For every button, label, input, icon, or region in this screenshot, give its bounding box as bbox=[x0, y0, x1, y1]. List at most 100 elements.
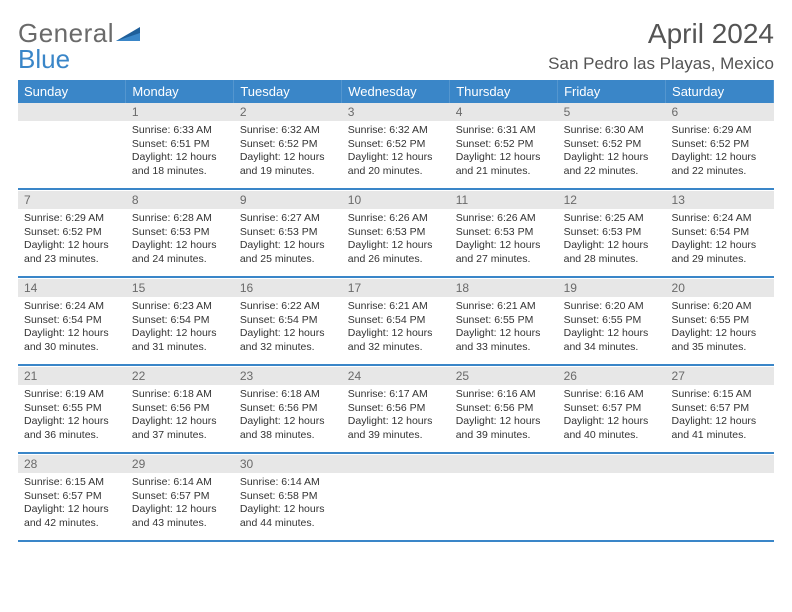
day-dl1: Daylight: 12 hours bbox=[456, 327, 552, 341]
day-number: 15 bbox=[126, 279, 234, 297]
day-dl2: and 29 minutes. bbox=[672, 253, 768, 267]
day-dl2: and 18 minutes. bbox=[132, 165, 228, 179]
header: General April 2024 San Pedro las Playas,… bbox=[18, 18, 774, 74]
day-ss: Sunset: 6:54 PM bbox=[132, 314, 228, 328]
day-data: Sunrise: 6:20 AMSunset: 6:55 PMDaylight:… bbox=[558, 297, 666, 361]
day-data: Sunrise: 6:19 AMSunset: 6:55 PMDaylight:… bbox=[18, 385, 126, 449]
day-number: 12 bbox=[558, 191, 666, 209]
day-data: Sunrise: 6:31 AMSunset: 6:52 PMDaylight:… bbox=[450, 121, 558, 185]
calendar-cell: 29Sunrise: 6:14 AMSunset: 6:57 PMDayligh… bbox=[126, 455, 234, 541]
day-dl1: Daylight: 12 hours bbox=[456, 239, 552, 253]
calendar-week: 1Sunrise: 6:33 AMSunset: 6:51 PMDaylight… bbox=[18, 103, 774, 189]
calendar-week: 14Sunrise: 6:24 AMSunset: 6:54 PMDayligh… bbox=[18, 279, 774, 365]
day-sr: Sunrise: 6:19 AM bbox=[24, 388, 120, 402]
day-dl2: and 22 minutes. bbox=[672, 165, 768, 179]
day-ss: Sunset: 6:55 PM bbox=[24, 402, 120, 416]
day-number: 8 bbox=[126, 191, 234, 209]
day-number: 4 bbox=[450, 103, 558, 121]
day-dl1: Daylight: 12 hours bbox=[672, 327, 768, 341]
day-number: 25 bbox=[450, 367, 558, 385]
day-dl2: and 39 minutes. bbox=[348, 429, 444, 443]
day-ss: Sunset: 6:53 PM bbox=[456, 226, 552, 240]
day-sr: Sunrise: 6:31 AM bbox=[456, 124, 552, 138]
day-sr: Sunrise: 6:21 AM bbox=[348, 300, 444, 314]
day-number: 3 bbox=[342, 103, 450, 121]
day-sr: Sunrise: 6:17 AM bbox=[348, 388, 444, 402]
day-data: Sunrise: 6:33 AMSunset: 6:51 PMDaylight:… bbox=[126, 121, 234, 185]
calendar-cell: 22Sunrise: 6:18 AMSunset: 6:56 PMDayligh… bbox=[126, 367, 234, 453]
day-ss: Sunset: 6:53 PM bbox=[564, 226, 660, 240]
day-ss: Sunset: 6:56 PM bbox=[348, 402, 444, 416]
day-data: Sunrise: 6:29 AMSunset: 6:52 PMDaylight:… bbox=[666, 121, 774, 185]
day-dl1: Daylight: 12 hours bbox=[672, 239, 768, 253]
day-dl2: and 36 minutes. bbox=[24, 429, 120, 443]
day-sr: Sunrise: 6:32 AM bbox=[240, 124, 336, 138]
day-sr: Sunrise: 6:15 AM bbox=[672, 388, 768, 402]
day-data: Sunrise: 6:21 AMSunset: 6:54 PMDaylight:… bbox=[342, 297, 450, 361]
day-dl1: Daylight: 12 hours bbox=[564, 415, 660, 429]
day-data: Sunrise: 6:16 AMSunset: 6:56 PMDaylight:… bbox=[450, 385, 558, 449]
day-number: 23 bbox=[234, 367, 342, 385]
day-number-empty bbox=[666, 455, 774, 473]
day-sr: Sunrise: 6:14 AM bbox=[132, 476, 228, 490]
day-sr: Sunrise: 6:30 AM bbox=[564, 124, 660, 138]
day-dl1: Daylight: 12 hours bbox=[132, 503, 228, 517]
day-number: 24 bbox=[342, 367, 450, 385]
day-sr: Sunrise: 6:22 AM bbox=[240, 300, 336, 314]
day-number: 5 bbox=[558, 103, 666, 121]
day-ss: Sunset: 6:52 PM bbox=[24, 226, 120, 240]
day-dl1: Daylight: 12 hours bbox=[240, 503, 336, 517]
day-dl1: Daylight: 12 hours bbox=[456, 415, 552, 429]
day-data: Sunrise: 6:30 AMSunset: 6:52 PMDaylight:… bbox=[558, 121, 666, 185]
day-dl1: Daylight: 12 hours bbox=[132, 415, 228, 429]
day-dl1: Daylight: 12 hours bbox=[564, 239, 660, 253]
day-number: 14 bbox=[18, 279, 126, 297]
day-number-empty bbox=[558, 455, 666, 473]
day-dl1: Daylight: 12 hours bbox=[672, 415, 768, 429]
day-ss: Sunset: 6:55 PM bbox=[672, 314, 768, 328]
day-sr: Sunrise: 6:18 AM bbox=[240, 388, 336, 402]
day-dl1: Daylight: 12 hours bbox=[132, 151, 228, 165]
day-dl1: Daylight: 12 hours bbox=[348, 327, 444, 341]
day-dl2: and 19 minutes. bbox=[240, 165, 336, 179]
calendar-cell: 10Sunrise: 6:26 AMSunset: 6:53 PMDayligh… bbox=[342, 191, 450, 277]
day-data: Sunrise: 6:29 AMSunset: 6:52 PMDaylight:… bbox=[18, 209, 126, 273]
day-dl2: and 32 minutes. bbox=[348, 341, 444, 355]
day-sr: Sunrise: 6:23 AM bbox=[132, 300, 228, 314]
calendar-cell: 5Sunrise: 6:30 AMSunset: 6:52 PMDaylight… bbox=[558, 103, 666, 189]
day-dl1: Daylight: 12 hours bbox=[240, 239, 336, 253]
day-dl1: Daylight: 12 hours bbox=[24, 327, 120, 341]
day-dl2: and 30 minutes. bbox=[24, 341, 120, 355]
calendar-cell bbox=[18, 103, 126, 189]
calendar-cell: 24Sunrise: 6:17 AMSunset: 6:56 PMDayligh… bbox=[342, 367, 450, 453]
day-sr: Sunrise: 6:25 AM bbox=[564, 212, 660, 226]
day-dl2: and 22 minutes. bbox=[564, 165, 660, 179]
day-sr: Sunrise: 6:24 AM bbox=[672, 212, 768, 226]
day-data: Sunrise: 6:27 AMSunset: 6:53 PMDaylight:… bbox=[234, 209, 342, 273]
day-data: Sunrise: 6:18 AMSunset: 6:56 PMDaylight:… bbox=[234, 385, 342, 449]
day-number: 2 bbox=[234, 103, 342, 121]
day-sr: Sunrise: 6:26 AM bbox=[348, 212, 444, 226]
day-number: 27 bbox=[666, 367, 774, 385]
day-data: Sunrise: 6:24 AMSunset: 6:54 PMDaylight:… bbox=[18, 297, 126, 361]
day-dl1: Daylight: 12 hours bbox=[240, 327, 336, 341]
day-ss: Sunset: 6:53 PM bbox=[348, 226, 444, 240]
day-ss: Sunset: 6:54 PM bbox=[240, 314, 336, 328]
day-dl2: and 44 minutes. bbox=[240, 517, 336, 531]
day-dl2: and 43 minutes. bbox=[132, 517, 228, 531]
day-data-empty bbox=[450, 473, 558, 513]
day-number-empty bbox=[18, 103, 126, 121]
day-number: 17 bbox=[342, 279, 450, 297]
day-data-empty bbox=[666, 473, 774, 513]
calendar-week: 21Sunrise: 6:19 AMSunset: 6:55 PMDayligh… bbox=[18, 367, 774, 453]
day-dl2: and 37 minutes. bbox=[132, 429, 228, 443]
calendar-cell: 17Sunrise: 6:21 AMSunset: 6:54 PMDayligh… bbox=[342, 279, 450, 365]
day-dl1: Daylight: 12 hours bbox=[564, 151, 660, 165]
calendar-cell: 1Sunrise: 6:33 AMSunset: 6:51 PMDaylight… bbox=[126, 103, 234, 189]
day-data: Sunrise: 6:32 AMSunset: 6:52 PMDaylight:… bbox=[342, 121, 450, 185]
day-data: Sunrise: 6:24 AMSunset: 6:54 PMDaylight:… bbox=[666, 209, 774, 273]
day-data: Sunrise: 6:28 AMSunset: 6:53 PMDaylight:… bbox=[126, 209, 234, 273]
day-number: 28 bbox=[18, 455, 126, 473]
day-dl2: and 23 minutes. bbox=[24, 253, 120, 267]
day-ss: Sunset: 6:55 PM bbox=[456, 314, 552, 328]
